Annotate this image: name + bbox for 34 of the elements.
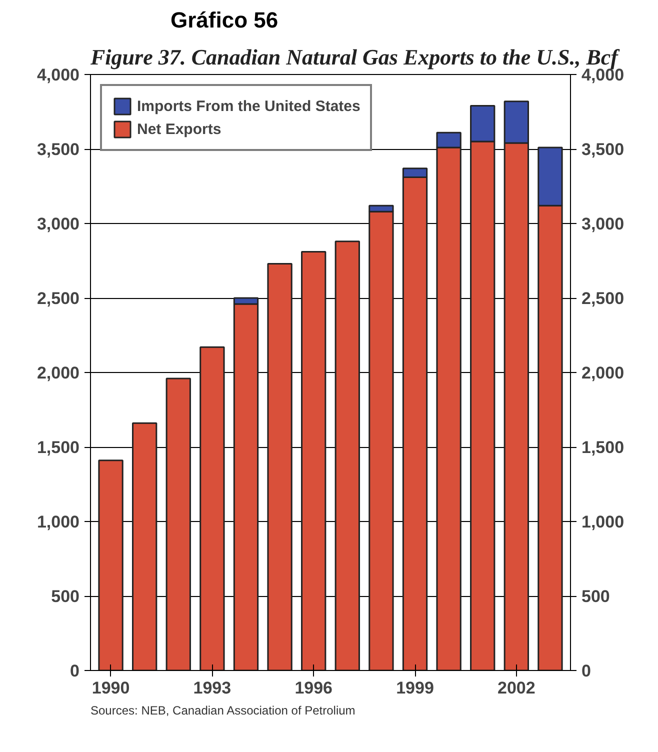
y-tick-label: 500	[51, 587, 80, 606]
y-tick-label: 1,500	[36, 438, 80, 457]
legend-label: Imports From the United States	[137, 98, 360, 114]
y2-tick-label: 3,500	[582, 140, 624, 159]
bar	[166, 378, 191, 670]
x-tick-label: 1993	[193, 678, 232, 698]
y-tick-label: 3,500	[36, 140, 80, 159]
x-tick-label: 1996	[294, 678, 333, 698]
x-tick-label: 1990	[92, 678, 130, 698]
chart-title: Gráfico 56	[170, 8, 278, 32]
y2-tick-label: 2,500	[582, 289, 624, 308]
bar	[334, 240, 360, 670]
x-tick-label: 1999	[396, 678, 434, 698]
y2-tick-label: 1,000	[582, 512, 624, 532]
y2-tick-label: 1,500	[582, 438, 624, 457]
chart-subtitle: Figure 37. Canadian Natural Gas Exports to the U.S., Bcf	[90, 44, 621, 70]
bar	[132, 422, 158, 670]
bar	[267, 262, 292, 670]
y2-tick-label: 3,000	[582, 214, 624, 234]
source-note: Sources: NEB, Canadian Association of Petrolium	[90, 704, 356, 718]
y-tick-label: 3,000	[36, 214, 80, 234]
x-tick-label: 2002	[498, 678, 536, 698]
bar	[98, 460, 124, 670]
y2-tick-label: 2,000	[582, 364, 624, 382]
y-tick-label: 1,000	[36, 512, 80, 532]
y-tick-label: 2,500	[36, 289, 80, 308]
y-tick-label: 4,000	[36, 66, 80, 84]
y-tick-label: 2,000	[36, 364, 80, 382]
y-tick-label: 0	[70, 662, 80, 680]
bar	[200, 346, 225, 670]
bar	[301, 251, 326, 670]
legend-label: Net Exports	[137, 120, 222, 138]
y2-tick-label: 500	[582, 587, 610, 606]
y2-tick-label: 0	[582, 662, 591, 680]
